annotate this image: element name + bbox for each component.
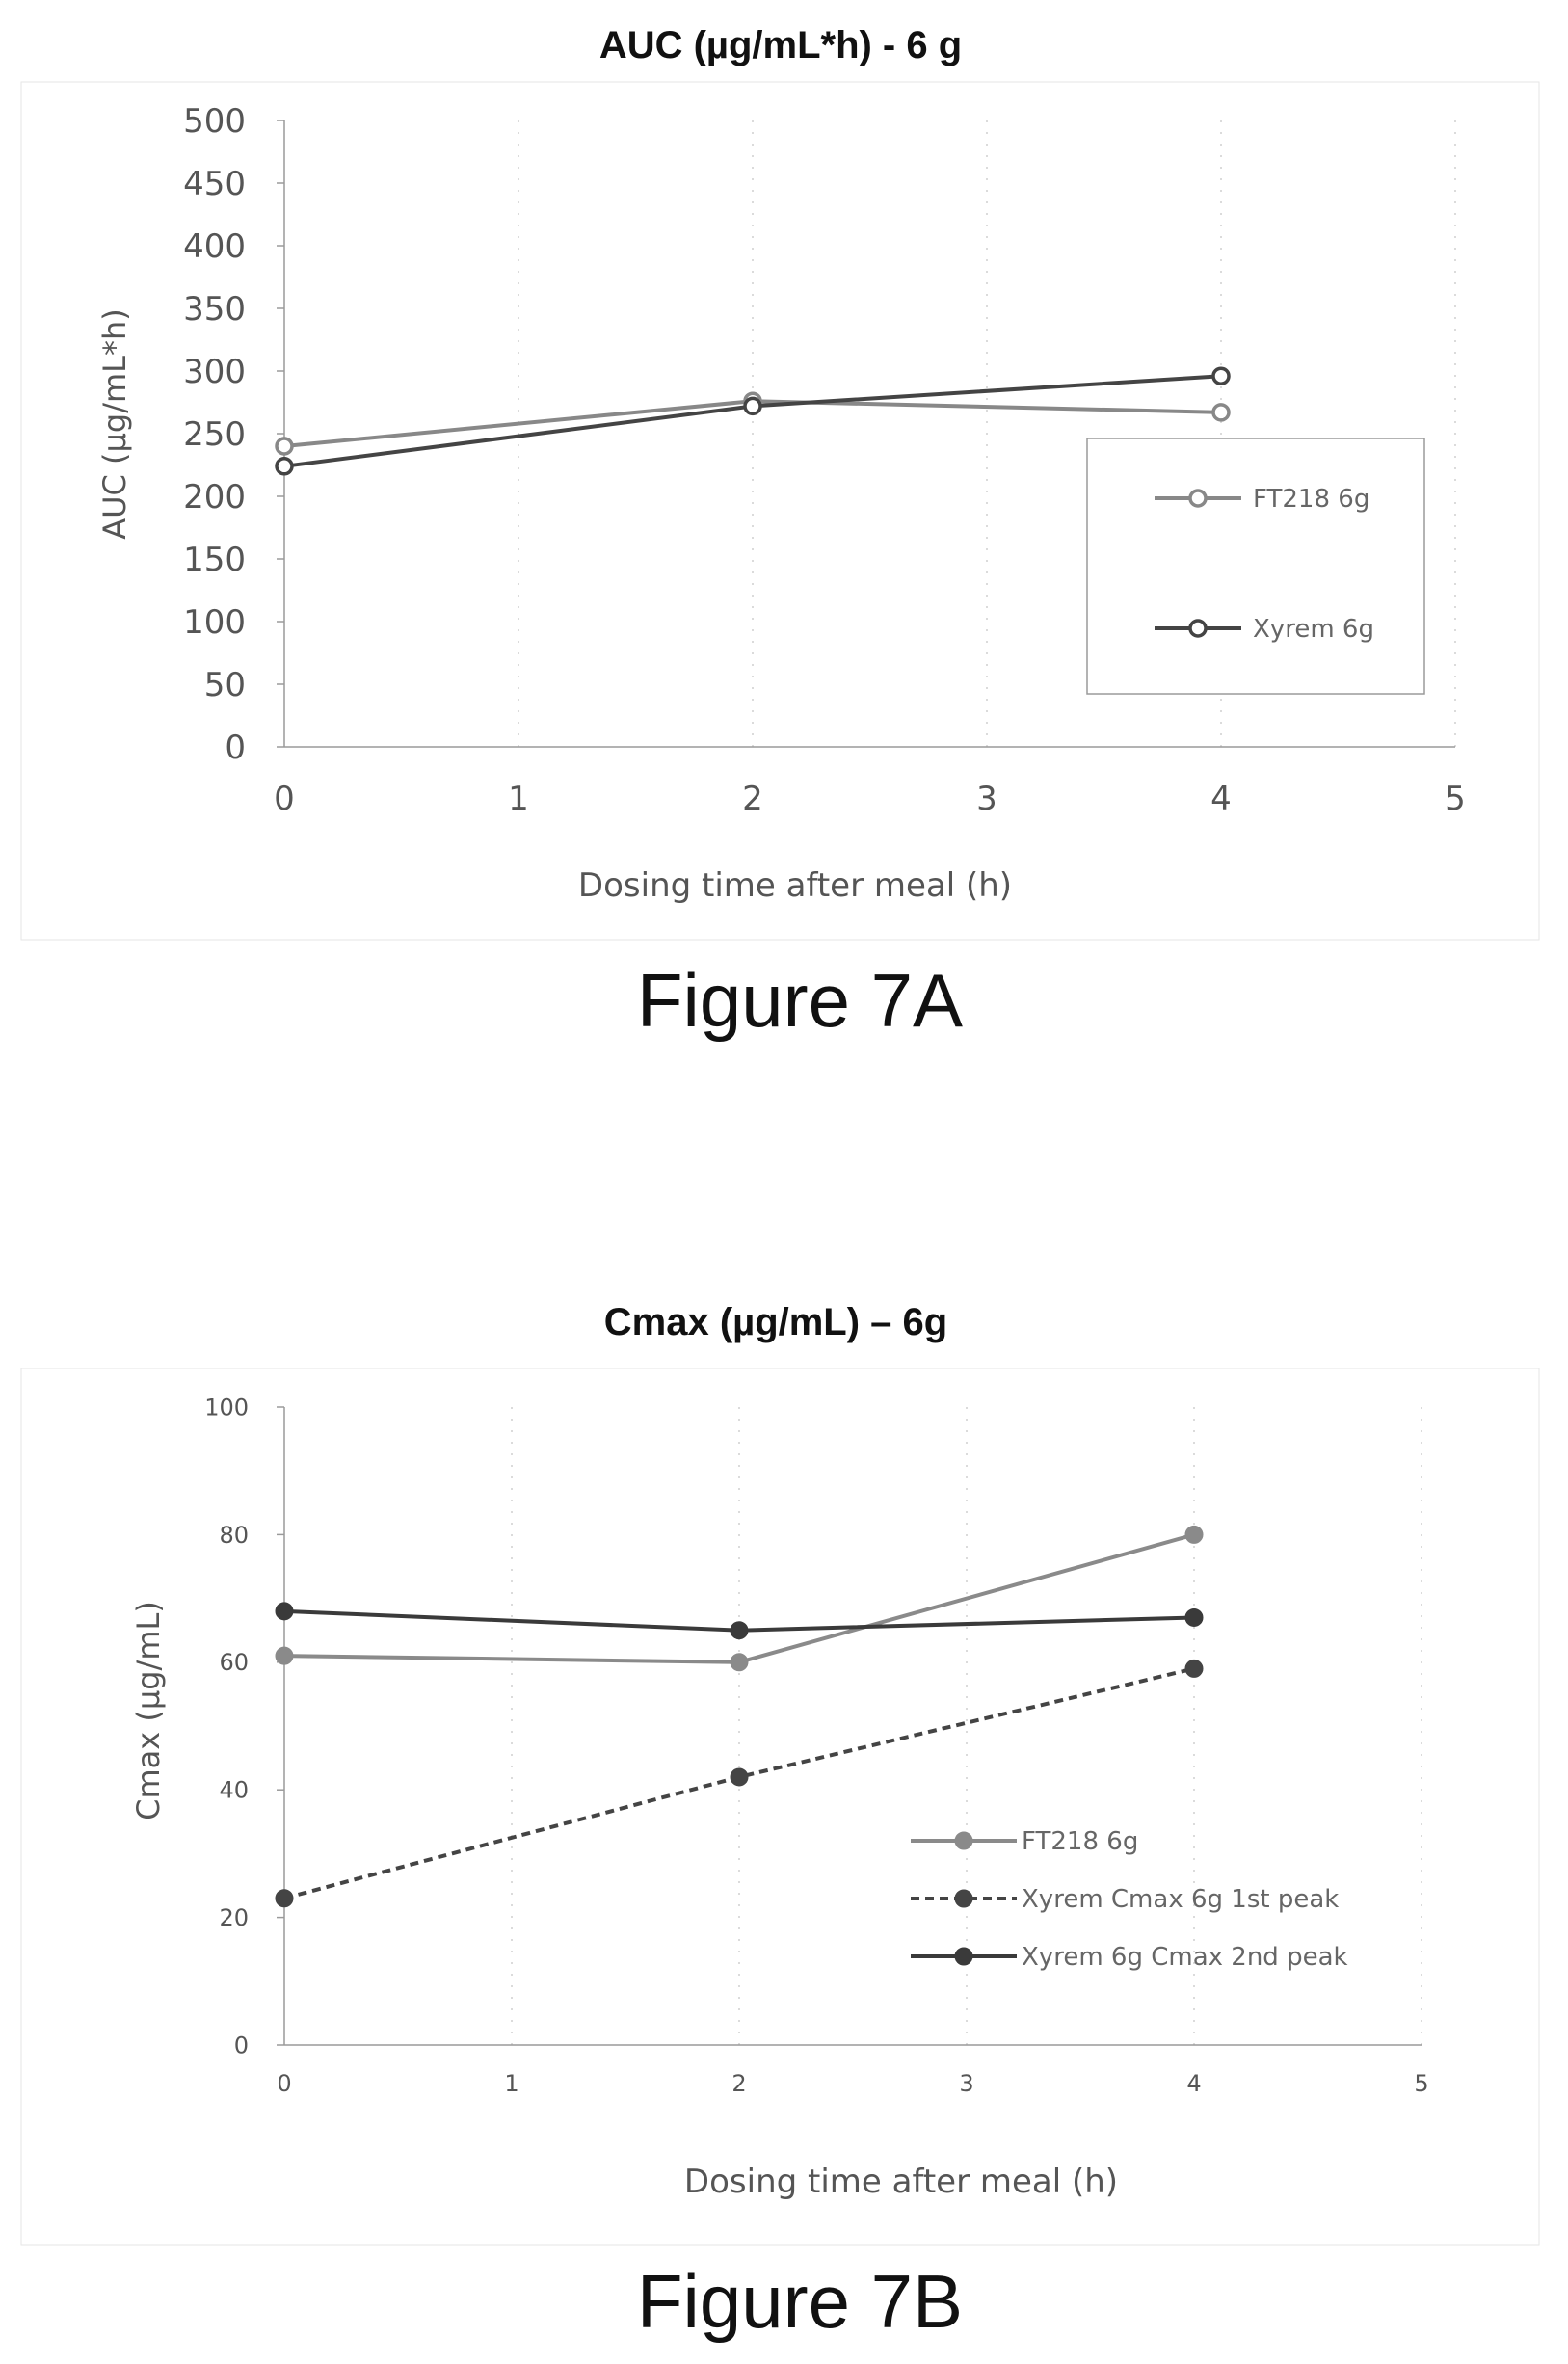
cmax-x-tick-label: 3 [959,2070,973,2097]
cmax-y-tick-label: 0 [234,2032,249,2059]
auc-x-tick-label: 1 [508,780,529,818]
auc-y-tick-label: 250 [183,415,246,454]
auc-legend-label: Xyrem 6g [1253,615,1374,644]
auc-axes [277,120,1455,748]
cmax-legend-marker [954,1947,973,1966]
cmax-x-tick-label: 1 [504,2070,518,2097]
cmax-x-axis-label: Dosing time after meal (h) [684,2163,1118,2201]
auc-y-tick-label: 450 [183,165,246,203]
auc-y-tick-label: 400 [183,227,246,266]
auc-x-tick-label: 3 [976,780,997,818]
cmax-data-point [730,1621,749,1640]
cmax-y-tick-label: 100 [204,1394,249,1421]
auc-data-point [1211,403,1231,422]
auc-y-tick-label: 50 [204,666,246,704]
auc-y-tick-label: 500 [183,102,246,141]
cmax-series-line [283,1532,1195,1664]
auc-y-tick-label: 150 [183,541,246,579]
auc-ticks: 0 50 100 150 200 250 300 350 400 450 500 0 1 2 3 4 5 [183,102,1466,818]
auc-legend-marker [1188,489,1208,508]
auc-legend: FT218 6g Xyrem 6g [1086,438,1425,695]
auc-data-point [1211,366,1231,385]
cmax-data-point [1184,1525,1204,1544]
figure-7a-label: Figure 7A [637,958,963,1043]
cmax-data-point [275,1889,294,1908]
cmax-chart: Cmax (µg/mL) – 6g Dosing time after meal… [20,1301,1540,2246]
auc-chart-border [20,81,1540,941]
auc-y-tick-label: 200 [183,478,246,517]
auc-x-axis-label: Dosing time after meal (h) [578,866,1012,905]
auc-y-tick-label: 0 [225,729,246,767]
cmax-legend-marker [954,1831,973,1850]
cmax-series [275,1525,1204,1908]
cmax-legend: FT218 6g Xyrem Cmax 6g 1st peak Xyrem 6g C… [911,1827,1348,1972]
auc-data-point [275,437,294,456]
cmax-chart-border [20,1368,1540,2246]
cmax-y-tick-label: 40 [219,1777,249,1804]
auc-legend-box [1086,438,1425,695]
cmax-x-tick-label: 5 [1414,2070,1428,2097]
auc-data-point [743,396,762,416]
cmax-y-tick-label: 60 [219,1649,249,1676]
cmax-data-point [275,1602,294,1621]
auc-x-tick-label: 0 [274,780,295,818]
cmax-data-point [1184,1607,1204,1627]
auc-y-axis-label: AUC (µg/mL*h) [96,308,133,540]
auc-y-tick-label: 100 [183,603,246,642]
auc-legend-label: FT218 6g [1253,485,1369,514]
cmax-chart-title: Cmax (µg/mL) – 6g [604,1301,947,1343]
cmax-legend-label: Xyrem 6g Cmax 2nd peak [1022,1943,1348,1972]
cmax-ticks: 0 20 40 60 80 100 0 1 2 3 4 5 [204,1394,1428,2097]
cmax-x-tick-label: 0 [277,2070,291,2097]
auc-series [275,366,1231,476]
auc-x-tick-label: 5 [1445,780,1466,818]
cmax-y-tick-label: 80 [219,1522,249,1549]
auc-data-point [275,457,294,476]
cmax-y-axis-label: Cmax (µg/mL) [130,1601,167,1820]
cmax-y-tick-label: 20 [219,1904,249,1931]
auc-legend-marker [1188,619,1208,638]
cmax-legend-label: Xyrem Cmax 6g 1st peak [1022,1885,1339,1914]
figure-7b-label: Figure 7B [637,2259,963,2344]
cmax-data-point [275,1646,294,1665]
auc-chart: AUC (µg/mL*h) - 6 g Dosing time after me… [20,24,1540,941]
auc-x-tick-label: 4 [1210,780,1232,818]
cmax-x-tick-label: 4 [1186,2070,1201,2097]
cmax-data-point [1184,1659,1204,1678]
auc-chart-title: AUC (µg/mL*h) - 6 g [599,24,962,66]
cmax-data-point [730,1767,749,1787]
cmax-x-tick-label: 2 [731,2070,746,2097]
cmax-data-point [730,1653,749,1672]
cmax-legend-label: FT218 6g [1022,1827,1138,1856]
auc-y-tick-label: 350 [183,290,246,329]
auc-y-tick-label: 300 [183,353,246,391]
auc-x-tick-label: 2 [742,780,763,818]
cmax-legend-marker [954,1889,973,1908]
